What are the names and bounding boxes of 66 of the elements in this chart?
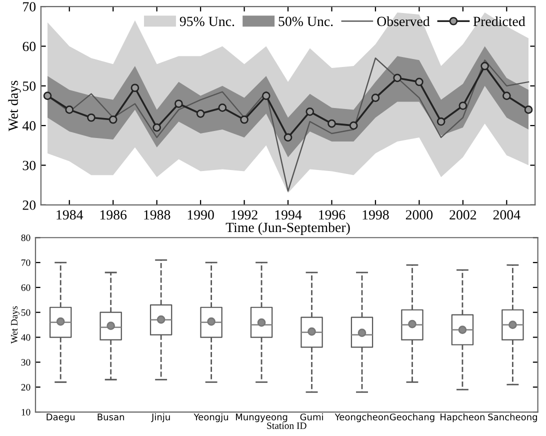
point (502, 92, 511, 100)
x-axis-title: Station ID (267, 422, 306, 429)
x-tick-label: Busan (98, 414, 124, 420)
point (152, 123, 161, 132)
point (284, 133, 292, 142)
point (436, 117, 446, 126)
x-tick-label: Sancheong (488, 413, 537, 422)
x-tick-label: 1994 (275, 210, 302, 220)
x-tick-label: Daegu (46, 414, 75, 422)
x-axis-title: Time (Jun-September) (226, 222, 350, 235)
legend-label: 95% Unc. (180, 16, 234, 26)
x-tick-label: Mungyeong (236, 414, 288, 422)
x-tick-label: Geochang (390, 413, 434, 422)
legend-label: Observed (377, 16, 430, 26)
y-axis-title: Wet Days (11, 306, 20, 344)
x-tick-label: 1996 (319, 210, 346, 220)
y-tick-label: 70 (23, 2, 36, 12)
y-tick-label: 30 (22, 160, 36, 170)
x-tick-label: 1988 (144, 210, 170, 220)
point (393, 74, 402, 82)
x-tick-label: Yeongju (194, 413, 228, 422)
legend-label: 50% Unc. (278, 16, 333, 26)
y-tick-label: 80 (21, 234, 30, 242)
x-tick-label: Jinju (151, 413, 170, 422)
point (108, 115, 118, 124)
point (349, 121, 358, 130)
x-tick-label: 1984 (56, 210, 84, 220)
y-tick-label: 10 (22, 408, 30, 416)
x-tick-label: Hapcheon (440, 413, 484, 422)
x-tick-label: 1990 (188, 210, 214, 220)
x-tick-label: Gumi (300, 413, 323, 420)
y-tick-label: 70 (22, 259, 30, 266)
legend-label: Predicted (473, 16, 526, 26)
point (87, 113, 96, 122)
point (328, 119, 336, 128)
point (480, 62, 489, 70)
point (174, 100, 183, 108)
x-tick-label: 1992 (232, 210, 258, 220)
y-tick-label: 40 (21, 334, 30, 341)
y-tick-label: 50 (21, 309, 30, 316)
point (43, 92, 52, 100)
x-tick-label: 2002 (450, 210, 476, 220)
point (524, 106, 533, 114)
x-tick-label: 1998 (362, 210, 389, 220)
y-tick-label: 20 (22, 200, 36, 210)
point (218, 104, 227, 112)
point (415, 78, 424, 86)
y-tick-label: 40 (22, 121, 36, 131)
point (65, 106, 74, 114)
y-tick-label: 60 (22, 42, 36, 52)
y-tick-label: 20 (21, 384, 30, 391)
y-tick-label: 60 (21, 284, 30, 291)
y-tick-label: 50 (23, 81, 36, 91)
point (371, 94, 380, 102)
point (262, 92, 270, 100)
point (130, 84, 140, 92)
point (196, 110, 205, 118)
point (306, 108, 314, 116)
y-axis-title: Wet days (8, 80, 21, 132)
x-tick-label: 2000 (406, 210, 433, 220)
x-tick-label: Yeongcheon (334, 413, 388, 422)
point (458, 102, 468, 110)
y-tick-label: 30 (21, 359, 30, 366)
x-tick-label: 1986 (100, 210, 127, 220)
x-tick-label: 2004 (493, 210, 520, 220)
point (240, 115, 248, 124)
